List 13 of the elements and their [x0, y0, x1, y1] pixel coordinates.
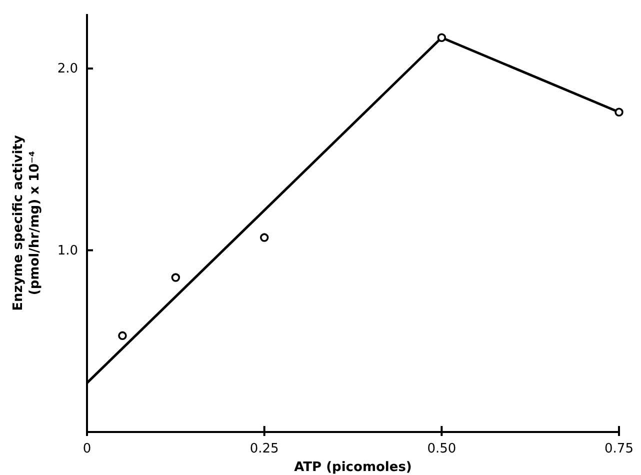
y-tick-label: 2.0: [57, 62, 78, 77]
x-tick-label: 0.50: [427, 442, 456, 457]
point: [260, 233, 269, 242]
y-tick-label: 1.0: [57, 243, 78, 258]
y-axis-title: Enzyme specific activity (pmol/hr/mg) x 10⁻⁴: [11, 134, 42, 311]
x-tick-label: 0.25: [250, 442, 279, 457]
point: [118, 331, 127, 340]
point: [171, 273, 180, 282]
x-tick-label: 0.75: [604, 442, 634, 457]
x-tick-label: 0: [82, 442, 92, 457]
point: [437, 33, 446, 42]
x-axis-title: ATP (picomoles): [294, 460, 412, 475]
point: [614, 108, 624, 117]
